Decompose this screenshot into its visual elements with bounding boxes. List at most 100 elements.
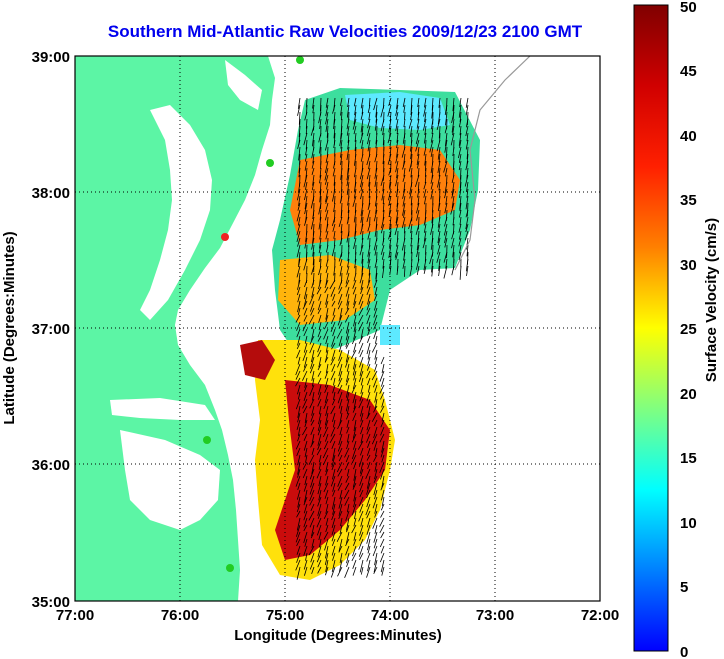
velocity-vector (450, 132, 455, 146)
x-tick-label: 76:00 (161, 607, 199, 624)
velocity-vector (298, 125, 301, 138)
velocity-vector (422, 237, 427, 249)
velocity-vector (324, 377, 329, 388)
velocity-vector (374, 349, 378, 360)
velocity-vector (380, 356, 385, 365)
velocity-vector (317, 482, 322, 495)
velocity-vector (311, 286, 315, 298)
velocity-vector (353, 531, 357, 541)
velocity-vector (361, 237, 364, 249)
velocity-vector (297, 216, 301, 226)
velocity-vector (344, 447, 350, 458)
velocity-vector (366, 398, 371, 409)
velocity-vector (317, 307, 322, 314)
velocity-vector (389, 265, 392, 276)
velocity-vector (417, 111, 420, 121)
colorbar-tick-label: 0 (680, 644, 688, 659)
velocity-vector (366, 363, 371, 371)
velocity-vector (310, 503, 315, 511)
velocity-vector (297, 468, 301, 478)
velocity-vector (336, 328, 343, 339)
velocity-vector (458, 118, 462, 128)
velocity-vector (304, 538, 308, 547)
velocity-vector (336, 531, 343, 542)
velocity-vector (360, 223, 364, 235)
velocity-vector (325, 314, 329, 323)
velocity-vector (444, 188, 448, 199)
velocity-vector (423, 216, 427, 226)
velocity-vector (344, 496, 350, 506)
velocity-vector (325, 223, 329, 233)
velocity-vector (339, 489, 343, 500)
velocity-vector (359, 524, 364, 536)
velocity-vector (353, 181, 357, 193)
velocity-vector (298, 146, 301, 161)
velocity-vector (367, 440, 371, 448)
station-marker (203, 436, 211, 444)
velocity-vector (387, 132, 392, 144)
velocity-vector (451, 188, 455, 199)
velocity-vector (388, 209, 392, 218)
velocity-vector (465, 223, 469, 233)
velocity-vector (353, 111, 357, 125)
velocity-vector (340, 405, 343, 414)
velocity-vector (324, 412, 329, 426)
x-tick-label: 73:00 (476, 607, 514, 624)
velocity-vector (374, 489, 378, 500)
velocity-vector (317, 426, 322, 436)
y-tick-label: 39:00 (32, 49, 70, 66)
velocity-vector (339, 195, 343, 204)
velocity-vector (296, 349, 301, 359)
velocity-vector (451, 230, 455, 240)
velocity-vector (324, 174, 329, 185)
velocity-vector (316, 286, 322, 295)
velocity-vector (324, 370, 329, 379)
velocity-vector (367, 230, 371, 240)
velocity-vector (345, 454, 350, 463)
velocity-vector (394, 244, 399, 258)
velocity-vector (331, 496, 336, 510)
velocity-vector (396, 125, 399, 135)
velocity-vector (431, 104, 434, 119)
velocity-vector (381, 251, 385, 260)
velocity-vector (353, 125, 357, 135)
velocity-vector (360, 202, 364, 216)
velocity-vector (319, 538, 322, 548)
velocity-vector (340, 104, 343, 116)
velocity-vector (369, 97, 371, 107)
velocity-vector (331, 559, 336, 573)
velocity-vector (311, 370, 315, 381)
velocity-vector (402, 174, 406, 183)
velocity-vector (346, 370, 350, 382)
velocity-vector (373, 440, 378, 451)
velocity-vector (324, 552, 329, 566)
velocity-vector (381, 454, 385, 463)
velocity-vector (351, 524, 357, 534)
velocity-vector (359, 552, 364, 560)
velocity-vector (319, 167, 322, 178)
velocity-vector (359, 531, 364, 541)
velocity-vector (317, 433, 322, 446)
velocity-vector (379, 384, 385, 394)
velocity-vector (331, 545, 336, 556)
velocity-vector (333, 265, 336, 276)
velocity-vector (297, 405, 301, 418)
velocity-vector (353, 328, 357, 340)
velocity-vector (389, 237, 392, 248)
velocity-vector (368, 272, 371, 283)
velocity-vector (318, 244, 322, 254)
velocity-vector (325, 272, 329, 286)
y-tick-label: 36:00 (32, 457, 70, 474)
velocity-vector (379, 433, 385, 443)
velocity-vector (358, 335, 364, 344)
velocity-vector (296, 188, 301, 201)
velocity-vector (373, 538, 378, 549)
velocity-vector (465, 209, 469, 218)
velocity-vector (310, 552, 315, 563)
velocity-vector (423, 188, 427, 198)
velocity-vector (298, 272, 301, 285)
velocity-vector (452, 160, 455, 170)
velocity-vector (330, 426, 336, 437)
velocity-vector (366, 433, 371, 443)
velocity-vector (312, 391, 315, 401)
